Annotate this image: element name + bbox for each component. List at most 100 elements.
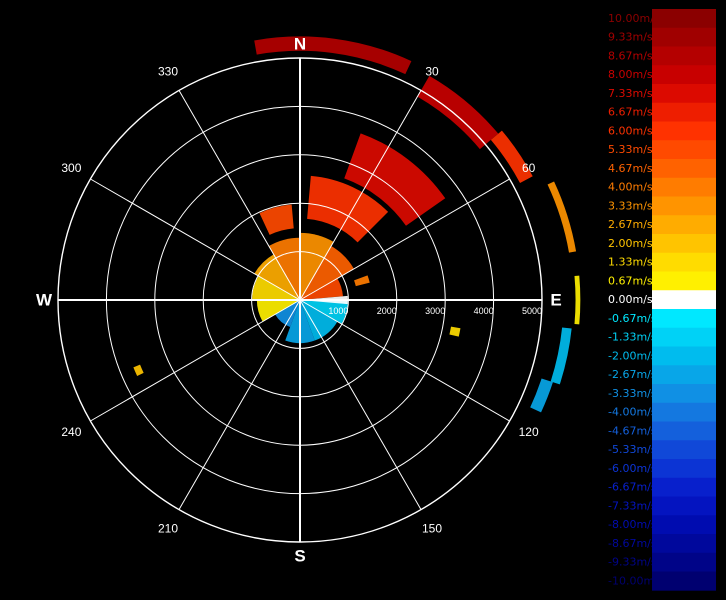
colorbar-label-7: 5.33m/s bbox=[608, 143, 653, 156]
colorbar-label-22: -4.67m/s bbox=[608, 424, 657, 437]
colorbar-label-5: 6.67m/s bbox=[608, 106, 653, 119]
colorbar-swatch-13 bbox=[652, 252, 716, 272]
colorbar-swatch-15 bbox=[652, 290, 716, 310]
colorbar-swatch-27 bbox=[652, 515, 716, 535]
velocity-sector-0 bbox=[300, 232, 334, 300]
velocity-sector-6 bbox=[256, 300, 300, 322]
colorbar-label-16: -0.67m/s bbox=[608, 312, 657, 325]
azimuth-spoke-240 bbox=[90, 299, 301, 422]
colorbar-label-26: -7.33m/s bbox=[608, 499, 657, 512]
colorbar-swatch-4 bbox=[652, 84, 716, 104]
velocity-sector-1 bbox=[300, 246, 354, 300]
colorbar-label-29: -9.33m/s bbox=[608, 556, 657, 569]
azimuth-label-60: 60 bbox=[522, 161, 536, 175]
colorbar-swatch-18 bbox=[652, 346, 716, 366]
velocity-sector-17 bbox=[490, 130, 533, 184]
colorbar-swatch-30 bbox=[652, 571, 716, 591]
colorbar-label-9: 4.00m/s bbox=[608, 181, 653, 194]
range-label-3000: 3000 bbox=[425, 306, 445, 316]
azimuth-spoke-300 bbox=[90, 178, 301, 301]
azimuth-label-240: 240 bbox=[61, 425, 81, 439]
colorbar-swatch-1 bbox=[652, 27, 716, 47]
velocity-sector-24 bbox=[133, 364, 144, 376]
velocity-sector-2 bbox=[300, 278, 343, 300]
colorbar-label-27: -8.00m/s bbox=[608, 518, 657, 531]
velocity-sector-13 bbox=[259, 204, 294, 235]
colorbar-swatch-3 bbox=[652, 65, 716, 85]
velocity-sector-7 bbox=[300, 300, 348, 324]
velocity-sector-20 bbox=[550, 327, 572, 385]
colorbar-label-24: -6.00m/s bbox=[608, 462, 657, 475]
range-label-5000: 5000 bbox=[522, 306, 542, 316]
colorbar-label-0: 10.00m/s bbox=[608, 12, 660, 25]
azimuth-label-300: 300 bbox=[61, 161, 81, 175]
colorbar-swatch-16 bbox=[652, 309, 716, 329]
velocity-sector-14 bbox=[344, 133, 446, 226]
colorbar-label-30: -10.00m/s bbox=[608, 574, 664, 587]
colorbar-label-8: 4.67m/s bbox=[608, 162, 653, 175]
colorbar-swatch-2 bbox=[652, 46, 716, 66]
range-label-2000: 2000 bbox=[377, 306, 397, 316]
azimuth-spoke-30 bbox=[299, 90, 422, 301]
colorbar-swatch-17 bbox=[652, 327, 716, 347]
colorbar-label-4: 7.33m/s bbox=[608, 87, 653, 100]
range-label-4000: 4000 bbox=[474, 306, 494, 316]
colorbar-swatch-28 bbox=[652, 534, 716, 554]
colorbar-swatch-29 bbox=[652, 552, 716, 572]
colorbar-label-11: 2.67m/s bbox=[608, 218, 653, 231]
cardinal-label-s: S bbox=[294, 547, 305, 566]
azimuth-label-120: 120 bbox=[519, 425, 539, 439]
cardinal-label-e: E bbox=[550, 291, 561, 310]
azimuth-spoke-60 bbox=[299, 178, 510, 301]
range-label-1000: 1000 bbox=[328, 306, 348, 316]
colorbar-swatch-14 bbox=[652, 271, 716, 291]
colorbar-label-23: -5.33m/s bbox=[608, 443, 657, 456]
colorbar-swatch-21 bbox=[652, 402, 716, 422]
colorbar-label-2: 8.67m/s bbox=[608, 49, 653, 62]
colorbar-label-28: -8.67m/s bbox=[608, 537, 657, 550]
azimuth-label-210: 210 bbox=[158, 522, 178, 536]
colorbar-swatch-24 bbox=[652, 459, 716, 479]
cardinal-label-w: W bbox=[36, 291, 53, 310]
velocity-sector-8 bbox=[300, 300, 338, 341]
colorbar-label-13: 1.33m/s bbox=[608, 256, 653, 269]
azimuth-spoke-120 bbox=[299, 299, 510, 422]
azimuth-label-150: 150 bbox=[422, 522, 442, 536]
colorbar-swatch-11 bbox=[652, 215, 716, 235]
azimuth-label-330: 330 bbox=[158, 64, 178, 78]
colorbar-swatch-10 bbox=[652, 196, 716, 216]
colorbar-swatch-25 bbox=[652, 477, 716, 497]
colorbar-label-14: 0.67m/s bbox=[608, 274, 653, 287]
velocity-sector-22 bbox=[354, 275, 370, 287]
velocity-sector-5 bbox=[252, 276, 300, 300]
colorbar-swatch-7 bbox=[652, 140, 716, 160]
velocity-sector-18 bbox=[547, 181, 577, 253]
polar-grid bbox=[57, 57, 543, 543]
colorbar-swatch-12 bbox=[652, 234, 716, 254]
cardinal-label-n: N bbox=[294, 35, 306, 54]
colorbar-swatch-20 bbox=[652, 384, 716, 404]
velocity-sector-12 bbox=[307, 175, 389, 243]
colorbar-label-3: 8.00m/s bbox=[608, 68, 653, 81]
velocity-sector-23 bbox=[449, 326, 461, 337]
colorbar-label-25: -6.67m/s bbox=[608, 481, 657, 494]
velocity-sector-19 bbox=[574, 275, 581, 325]
colorbar-label-19: -2.67m/s bbox=[608, 368, 657, 381]
azimuth-label-30: 30 bbox=[425, 64, 439, 78]
azimuth-spoke-330 bbox=[178, 90, 301, 301]
velocity-sector-21 bbox=[530, 378, 553, 413]
colorbar-label-21: -4.00m/s bbox=[608, 406, 657, 419]
colorbar-label-1: 9.33m/s bbox=[608, 31, 653, 44]
velocity-sector-3 bbox=[268, 237, 300, 300]
colorbar-label-10: 3.33m/s bbox=[608, 199, 653, 212]
azimuth-spoke-210 bbox=[178, 299, 301, 510]
colorbar-label-17: -1.33m/s bbox=[608, 331, 657, 344]
colorbar-swatch-9 bbox=[652, 177, 716, 197]
colorbar-label-18: -2.00m/s bbox=[608, 349, 657, 362]
polar-labels: N E S W 30 60 120 150 210 240 300 330 1000 2000 3000 40… bbox=[36, 35, 562, 566]
colorbar: 10.00m/s 9.33m/s 8.67m/s 8.00m/s 7.33m/s 6.67… bbox=[608, 9, 716, 591]
velocity-sector-15 bbox=[254, 36, 412, 75]
colorbar-swatch-8 bbox=[652, 159, 716, 179]
velocity-sector-10 bbox=[275, 300, 300, 328]
